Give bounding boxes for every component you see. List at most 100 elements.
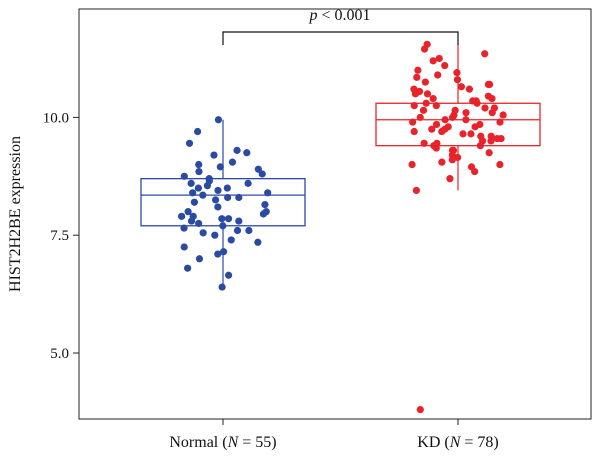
p-value-text: < 0.001 xyxy=(317,7,370,24)
data-point-kd xyxy=(435,54,443,63)
data-point-kd xyxy=(467,163,476,171)
significance-bracket xyxy=(222,31,459,45)
data-point-kd xyxy=(467,130,475,138)
data-point-kd xyxy=(465,85,474,93)
data-point-kd xyxy=(481,104,489,112)
data-point-normal xyxy=(228,158,237,166)
data-point-kd xyxy=(446,175,454,183)
data-point-kd xyxy=(432,120,441,129)
data-point-kd xyxy=(499,111,507,119)
data-point-kd xyxy=(477,132,485,140)
p-value-annotation: p < 0.001 xyxy=(308,7,370,24)
category-label-suffix: = 78) xyxy=(460,434,498,451)
data-point-normal xyxy=(195,160,203,169)
data-point-kd xyxy=(448,146,457,154)
data-point-kd xyxy=(476,120,484,129)
data-point-normal xyxy=(245,226,253,235)
data-point-normal xyxy=(180,243,188,251)
data-point-normal xyxy=(185,139,194,147)
data-point-kd xyxy=(453,69,461,77)
data-point-normal xyxy=(187,179,195,187)
data-point-kd xyxy=(421,78,429,86)
data-point-normal xyxy=(218,215,226,223)
data-point-kd xyxy=(441,61,449,70)
x-category-label-kd: KD (N = 78) xyxy=(417,434,498,451)
data-point-normal xyxy=(178,212,186,220)
box-normal xyxy=(140,178,306,227)
x-axis-ticks: Normal (N = 55) KD (N = 78) xyxy=(169,419,499,451)
category-label-n: N xyxy=(449,434,462,451)
category-label-prefix: KD ( xyxy=(417,434,449,451)
y-tick-label: 10.0 xyxy=(43,110,69,126)
data-point-kd xyxy=(490,104,499,112)
y-tick-label: 5.0 xyxy=(50,346,69,362)
data-point-normal xyxy=(214,203,222,211)
data-point-normal xyxy=(184,264,192,272)
data-point-normal xyxy=(243,149,251,157)
data-point-normal xyxy=(190,198,199,206)
data-point-kd xyxy=(415,87,424,96)
data-point-normal xyxy=(193,127,202,136)
data-point-kd xyxy=(451,106,459,114)
data-point-kd xyxy=(462,109,470,117)
data-point-normal xyxy=(233,146,241,154)
data-point-normal xyxy=(224,271,233,279)
data-point-kd xyxy=(410,85,418,93)
data-point-kd xyxy=(481,50,489,58)
data-point-normal xyxy=(235,217,243,225)
data-point-kd xyxy=(457,83,466,91)
data-point-kd xyxy=(487,132,495,140)
data-point-normal xyxy=(224,215,233,223)
data-point-normal xyxy=(262,208,270,216)
data-point-normal xyxy=(195,167,203,176)
data-point-normal xyxy=(189,212,197,220)
data-point-kd xyxy=(496,160,504,169)
data-point-normal xyxy=(214,250,222,258)
data-point-kd xyxy=(410,127,418,136)
data-point-kd xyxy=(434,71,442,79)
data-point-normal xyxy=(254,165,262,173)
data-point-kd xyxy=(485,149,493,157)
data-point-normal xyxy=(195,255,204,263)
data-point-normal xyxy=(199,229,207,237)
data-point-normal xyxy=(254,238,262,246)
data-point-kd xyxy=(428,125,436,133)
data-point-kd xyxy=(413,73,421,81)
data-point-normal xyxy=(184,208,192,216)
category-label-suffix: = 55) xyxy=(238,434,276,451)
data-point-kd xyxy=(423,90,432,98)
plot-frame xyxy=(78,8,592,420)
data-point-normal xyxy=(210,151,218,159)
data-point-kd xyxy=(423,40,431,48)
data-point-kd xyxy=(485,80,494,89)
data-point-kd xyxy=(429,94,437,103)
data-point-kd xyxy=(493,134,501,143)
data-point-normal xyxy=(233,226,242,235)
data-point-kd xyxy=(438,158,446,166)
category-label-n: N xyxy=(227,434,240,451)
data-point-normal xyxy=(227,236,235,244)
data-point-kd xyxy=(459,130,467,138)
data-point-kd xyxy=(416,405,424,414)
box-kd xyxy=(375,102,541,147)
y-axis-ticks: 5.0 7.5 10.0 xyxy=(43,110,79,362)
chart-marks xyxy=(140,40,541,414)
data-point-kd xyxy=(412,186,420,195)
category-label-prefix: Normal ( xyxy=(169,434,227,451)
data-point-normal xyxy=(211,231,219,239)
data-point-kd xyxy=(484,92,493,100)
data-point-normal xyxy=(261,200,269,209)
data-point-kd xyxy=(429,57,437,65)
data-point-normal xyxy=(218,283,226,291)
data-point-normal xyxy=(214,186,222,195)
data-point-kd xyxy=(408,160,416,169)
y-axis-label: HIST2H2BE expression xyxy=(7,136,24,292)
data-point-normal xyxy=(244,179,252,187)
data-point-kd xyxy=(414,66,422,74)
data-point-normal xyxy=(211,196,220,204)
y-tick-label: 7.5 xyxy=(50,228,69,244)
data-point-normal xyxy=(194,184,202,192)
data-point-kd xyxy=(444,123,452,131)
data-point-normal xyxy=(223,184,231,192)
